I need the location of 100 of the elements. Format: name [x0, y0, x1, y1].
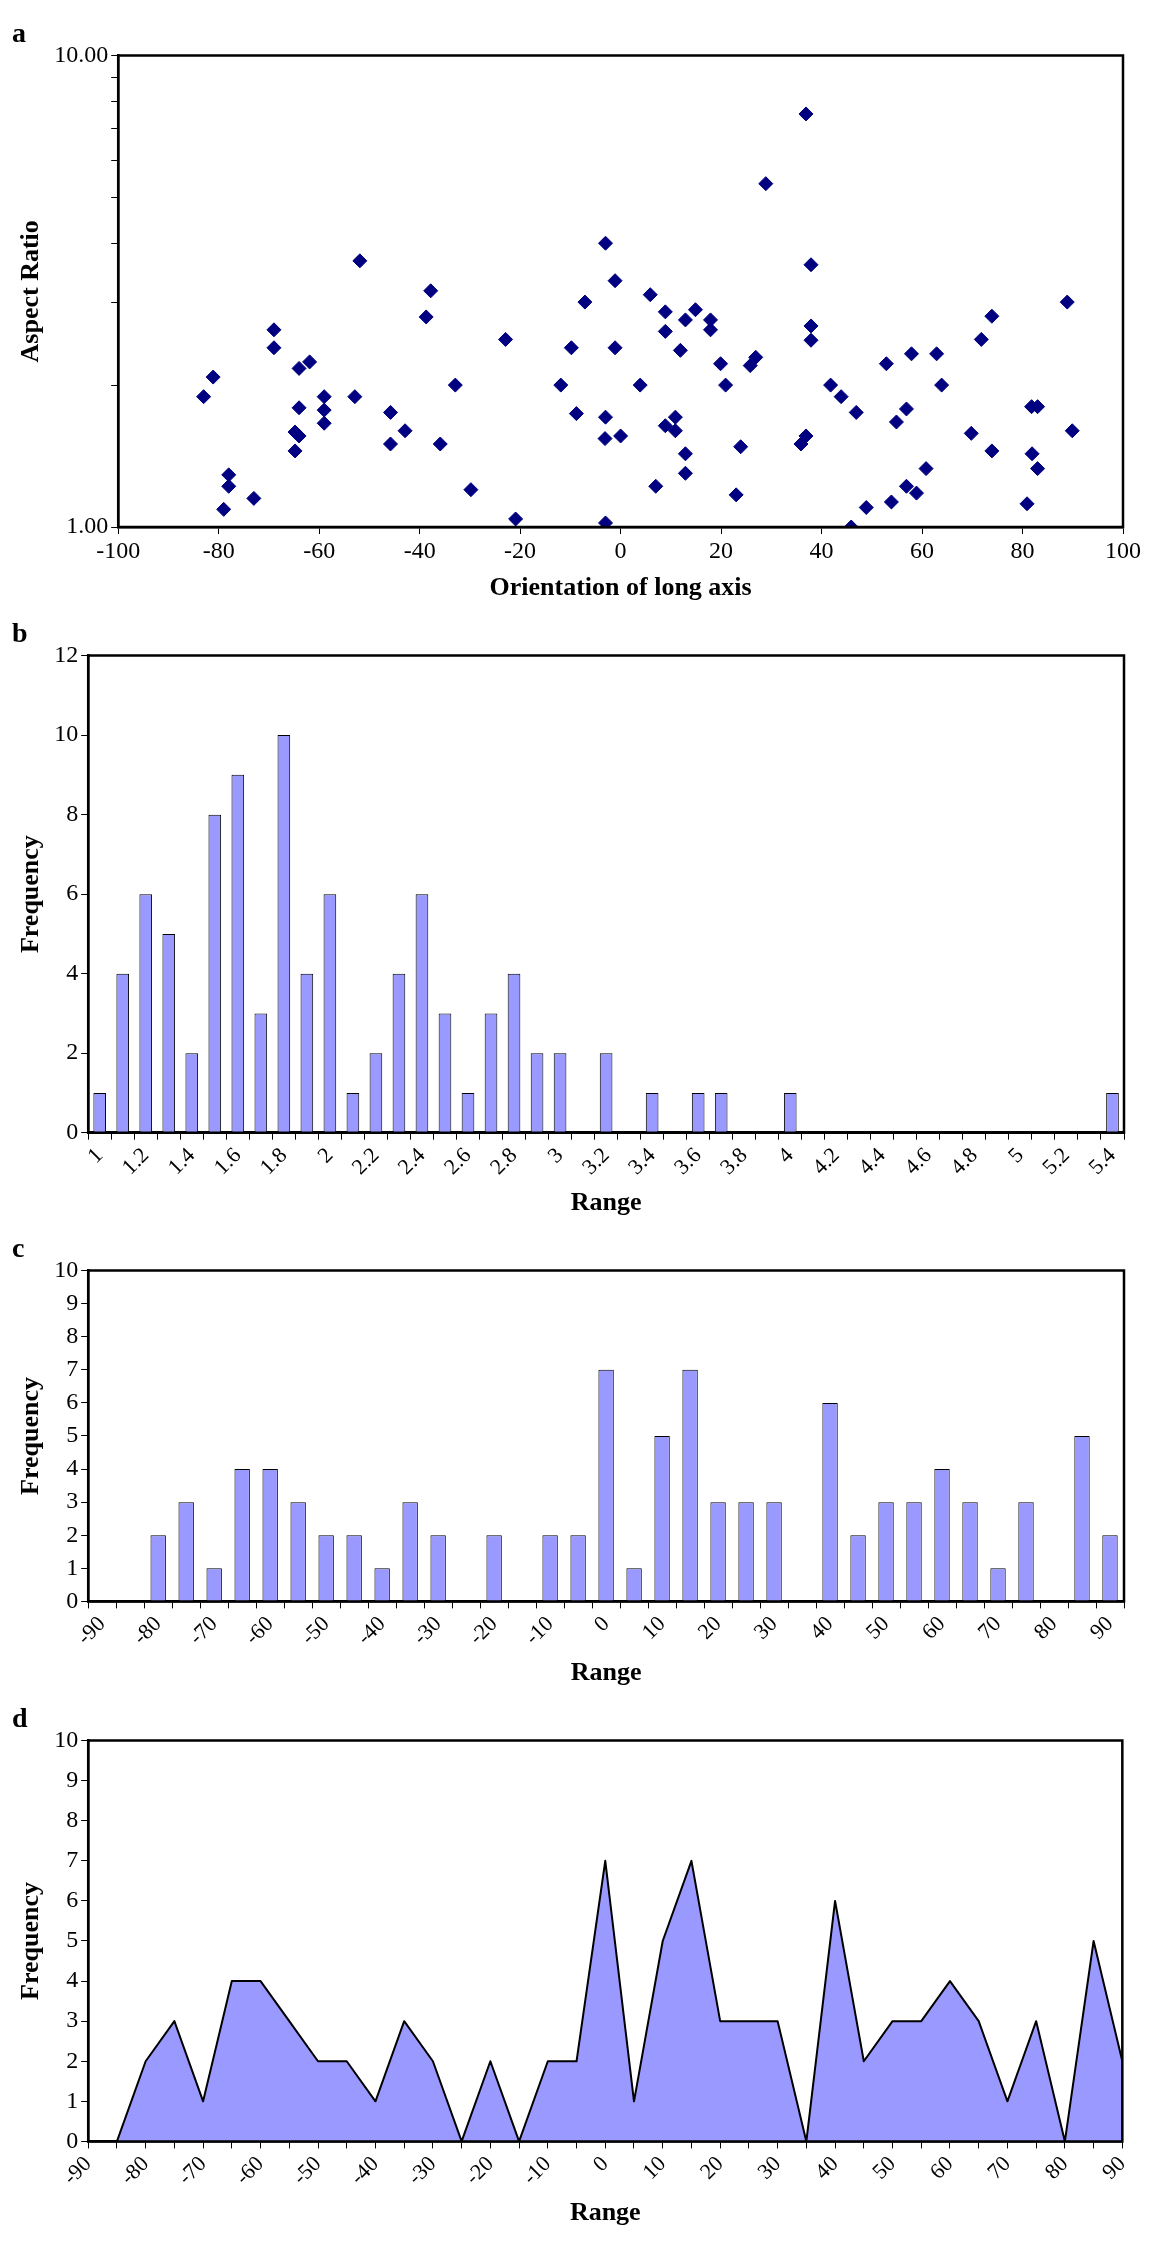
y-tick-label: 5: [66, 1421, 79, 1448]
x-tick-label: 0: [587, 2150, 613, 2177]
x-tick-label: -80: [114, 2150, 154, 2190]
y-tick-label: 1: [66, 1553, 79, 1580]
x-tick-label: 30: [752, 2150, 786, 2184]
x-tick-label: -20: [504, 536, 537, 563]
x-tick-label: -30: [407, 1610, 446, 1650]
x-tick-label: 70: [972, 1610, 1006, 1644]
x-tick-label: 3: [542, 1141, 568, 1168]
x-tick-label: -80: [127, 1610, 166, 1650]
x-tick-label: 1.6: [208, 1141, 246, 1180]
x-tick-label: 5: [1002, 1141, 1029, 1168]
x-axis-title: Range: [569, 2197, 641, 2227]
y-tick-label: 2: [66, 1520, 79, 1547]
x-axis-title: Range: [570, 1187, 642, 1217]
y-axis-title: Frequency: [15, 1377, 45, 1495]
x-tick-label: 3.4: [622, 1141, 660, 1180]
x-tick-label: 4.8: [944, 1141, 983, 1180]
y-tick-label: 6: [66, 1388, 79, 1415]
x-tick-label: 60: [910, 536, 935, 563]
x-tick-label: 100: [1105, 536, 1141, 563]
x-tick-label: 10: [636, 1610, 670, 1644]
x-tick-label: -50: [287, 2150, 326, 2190]
x-tick-label: -100: [96, 536, 141, 563]
x-tick-label: 2.6: [438, 1141, 476, 1180]
y-tick-label: 0: [66, 2126, 79, 2153]
x-tick-label: 2: [312, 1141, 338, 1168]
y-axis-title: Aspect Ratio: [15, 220, 45, 363]
y-tick-label: 5: [66, 1926, 79, 1953]
x-axis-title: Orientation of long axis: [489, 572, 752, 602]
x-tick-label: 2.4: [392, 1141, 430, 1180]
x-tick-label: 60: [916, 1610, 950, 1644]
y-tick-label: 1: [66, 2086, 79, 2113]
y-tick-label: 0: [66, 1117, 79, 1144]
y-tick-label: 8: [66, 799, 79, 826]
x-tick-label: -70: [183, 1610, 222, 1650]
x-tick-label: -90: [71, 1610, 110, 1650]
y-tick-label: 2: [66, 2046, 79, 2073]
y-tick-label: 8: [66, 1322, 79, 1349]
x-tick-label: 80: [1039, 2150, 1073, 2184]
x-tick-label: 90: [1084, 1610, 1118, 1644]
y-tick-label: 10: [54, 1725, 79, 1752]
x-tick-label: 10: [637, 2150, 671, 2184]
y-tick-label: 3: [66, 2006, 79, 2033]
x-tick-label: 80: [1010, 536, 1035, 563]
y-tick-label: 10: [54, 720, 79, 747]
x-tick-label: 20: [709, 536, 734, 563]
x-tick-label: 40: [809, 2150, 843, 2184]
x-tick-label: 3.2: [576, 1141, 614, 1180]
x-tick-label: 90: [1096, 2150, 1130, 2184]
y-tick-label: 0: [66, 1586, 79, 1613]
y-tick-label: 1.00: [66, 512, 109, 539]
y-tick-label: 7: [66, 1355, 79, 1382]
y-tick-label: 6: [66, 1886, 79, 1913]
x-tick-label: 1.2: [116, 1141, 154, 1180]
x-tick-label: 20: [692, 1610, 726, 1644]
chart-title: b: [12, 617, 28, 649]
y-tick-label: 8: [66, 1806, 79, 1833]
x-tick-label: -90: [57, 2150, 96, 2190]
y-tick-label: 3: [66, 1487, 79, 1514]
y-axis-title: Frequency: [15, 835, 45, 954]
x-tick-label: 20: [694, 2150, 728, 2184]
y-tick-label: 4: [66, 1454, 79, 1481]
x-tick-label: 5.4: [1082, 1141, 1121, 1180]
x-tick-label: 4.6: [898, 1141, 936, 1180]
x-tick-label: 3.6: [668, 1141, 706, 1180]
x-tick-label: 2.8: [484, 1141, 522, 1180]
x-tick-label: 60: [924, 2150, 958, 2184]
y-axis-title: Frequency: [15, 1882, 45, 2000]
x-tick-label: 5.2: [1036, 1141, 1075, 1180]
x-tick-label: 0: [614, 536, 627, 563]
x-tick-label: -60: [229, 2150, 269, 2190]
x-tick-label: 4.4: [852, 1141, 890, 1180]
x-tick-label: 70: [981, 2150, 1016, 2184]
chart-title: c: [12, 1232, 25, 1264]
y-tick-label: 7: [66, 1846, 79, 1873]
y-tick-label: 4: [66, 1966, 79, 1993]
x-tick-label: -20: [463, 1610, 502, 1650]
y-tick-label: 10.00: [54, 40, 109, 67]
y-tick-label: 9: [66, 1765, 79, 1792]
x-tick-label: 50: [866, 2150, 901, 2184]
x-tick-label: 3.8: [714, 1141, 752, 1180]
y-tick-label: 4: [66, 958, 79, 985]
x-tick-label: -40: [403, 536, 436, 563]
x-tick-label: -80: [202, 536, 235, 563]
x-tick-label: -30: [402, 2150, 441, 2190]
chart-title: a: [12, 17, 26, 49]
x-tick-label: 4.2: [806, 1141, 844, 1180]
x-tick-label: 2.2: [346, 1141, 384, 1180]
x-tick-label: 50: [860, 1610, 894, 1644]
y-tick-label: 6: [66, 879, 79, 906]
y-tick-label: 2: [66, 1038, 79, 1065]
x-tick-label: -60: [303, 536, 336, 563]
x-axis-title: Range: [570, 1657, 642, 1687]
x-tick-label: 1.8: [254, 1141, 292, 1180]
x-tick-label: -10: [519, 1610, 558, 1650]
y-tick-label: 9: [66, 1288, 79, 1315]
y-tick-label: 12: [54, 640, 79, 667]
x-tick-label: -50: [295, 1610, 334, 1650]
x-tick-label: -20: [459, 2150, 498, 2190]
